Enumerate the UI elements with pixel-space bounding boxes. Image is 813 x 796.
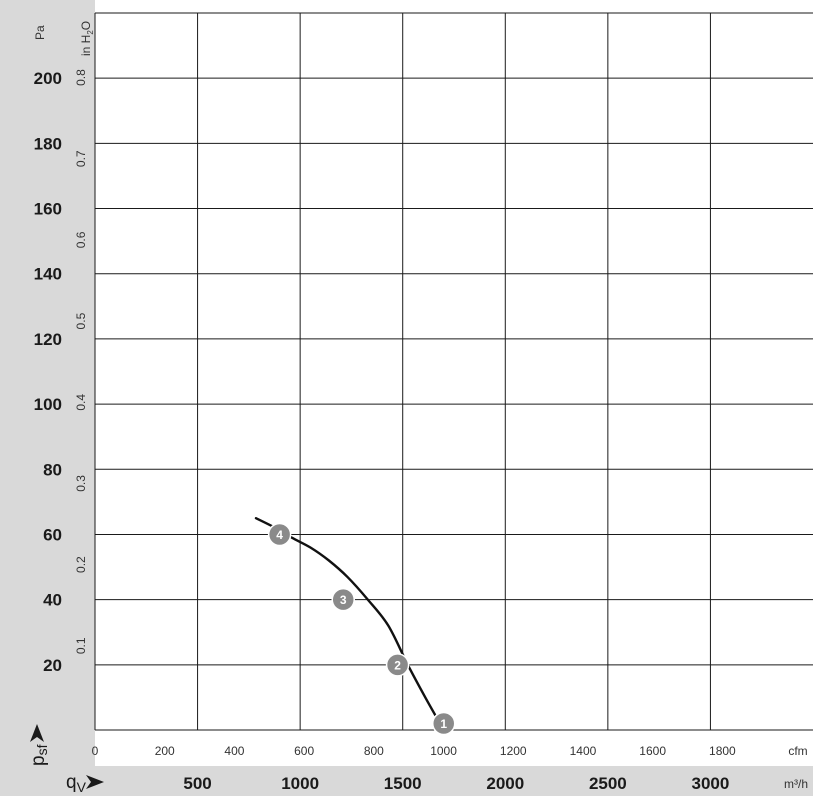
y-tick-label-inh2o: 0.5 xyxy=(74,312,88,329)
x-tick-label-m3h: 1500 xyxy=(384,774,422,793)
operating-point-circle xyxy=(267,522,292,547)
y-tick-label-inh2o: 0.4 xyxy=(74,394,88,411)
x-tick-label-cfm: 1200 xyxy=(500,744,527,758)
x-tick-label-cfm: 1800 xyxy=(709,744,736,758)
cfm-axis-strip xyxy=(95,730,813,766)
x-tick-label-m3h: 2000 xyxy=(486,774,524,793)
y-tick-label-pa: 40 xyxy=(43,591,62,610)
x-tick-label-cfm: 1400 xyxy=(570,744,597,758)
plot-area xyxy=(95,13,813,730)
y-tick-label-pa: 60 xyxy=(43,525,62,544)
y-axis-symbol-sub: sf xyxy=(34,744,50,755)
operating-point-label: 1 xyxy=(440,717,447,731)
operating-point-4: 4 xyxy=(267,522,292,547)
y-axis-arrow-icon xyxy=(30,724,44,742)
y-tick-label-inh2o: 0.6 xyxy=(74,231,88,248)
y-tick-label-pa: 120 xyxy=(34,330,62,349)
operating-point-1: 1 xyxy=(431,711,456,736)
operating-points: 1 2 3 4 xyxy=(267,522,456,736)
y-tick-label-inh2o: 0.7 xyxy=(74,150,88,167)
y-tick-label-inh2o: 0.1 xyxy=(74,637,88,654)
x-axis-arrow-icon xyxy=(86,775,104,789)
y-tick-label-pa: 180 xyxy=(34,134,62,153)
x-tick-label-m3h: 2500 xyxy=(589,774,627,793)
x-tick-label-cfm: 0 xyxy=(92,744,99,758)
x-axis-symbol-main: q xyxy=(66,772,77,793)
svg-text:qV: qV xyxy=(66,772,87,795)
x-tick-labels: 500 1000 1500 2000 2500 3000 0 200 400 600 800 1000… xyxy=(92,744,736,793)
y-tick-label-pa: 80 xyxy=(43,460,62,479)
y-tick-label-pa: 20 xyxy=(43,656,62,675)
y-secondary-unit-label: in H2O xyxy=(79,21,95,56)
operating-point-2: 2 xyxy=(385,653,410,677)
y-tick-labels: 20 40 60 80 100 120 140 160 180 200 0.1 0.2 0.3 0.4 0.… xyxy=(34,69,88,675)
y-tick-label-pa: 200 xyxy=(34,69,62,88)
y-tick-label-pa: 100 xyxy=(34,395,62,414)
y-tick-label-pa: 160 xyxy=(34,200,62,219)
operating-point-label: 2 xyxy=(394,658,401,672)
operating-point-label: 4 xyxy=(276,528,283,542)
x-tick-label-cfm: 200 xyxy=(155,744,175,758)
operating-point-3: 3 xyxy=(331,587,355,612)
x-tick-label-cfm: 1000 xyxy=(430,744,457,758)
bottom-axis-band xyxy=(0,766,813,796)
y-tick-label-inh2o: 0.3 xyxy=(74,475,88,492)
y-primary-unit-label: Pa xyxy=(33,25,47,40)
y-tick-label-inh2o: 0.8 xyxy=(74,69,88,86)
y-axis-symbol-main: p xyxy=(28,755,49,766)
operating-point-circle xyxy=(385,653,410,677)
x-tick-label-m3h: 3000 xyxy=(692,774,730,793)
operating-point-label: 3 xyxy=(340,593,347,607)
x-axis-symbol-sub: V xyxy=(77,779,87,795)
y-axis-symbol: psf xyxy=(28,724,50,766)
left-axis-band xyxy=(0,0,95,796)
x-tick-label-cfm: 1600 xyxy=(639,744,666,758)
svg-text:psf: psf xyxy=(28,744,50,766)
x-axis-symbol: qV xyxy=(66,772,104,795)
x-tick-label-cfm: 600 xyxy=(294,744,314,758)
x-tick-label-cfm: 800 xyxy=(364,744,384,758)
y-tick-label-pa: 140 xyxy=(34,265,62,284)
x-tick-label-m3h: 500 xyxy=(183,774,211,793)
y-tick-label-inh2o: 0.2 xyxy=(74,556,88,573)
operating-point-circle xyxy=(331,587,355,612)
operating-point-circle xyxy=(431,711,456,736)
x-secondary-unit-label: cfm xyxy=(788,744,807,758)
grid-lines xyxy=(94,12,813,731)
x-tick-label-m3h: 1000 xyxy=(281,774,319,793)
x-primary-unit-label: m³/h xyxy=(784,777,808,791)
x-tick-label-cfm: 400 xyxy=(224,744,244,758)
